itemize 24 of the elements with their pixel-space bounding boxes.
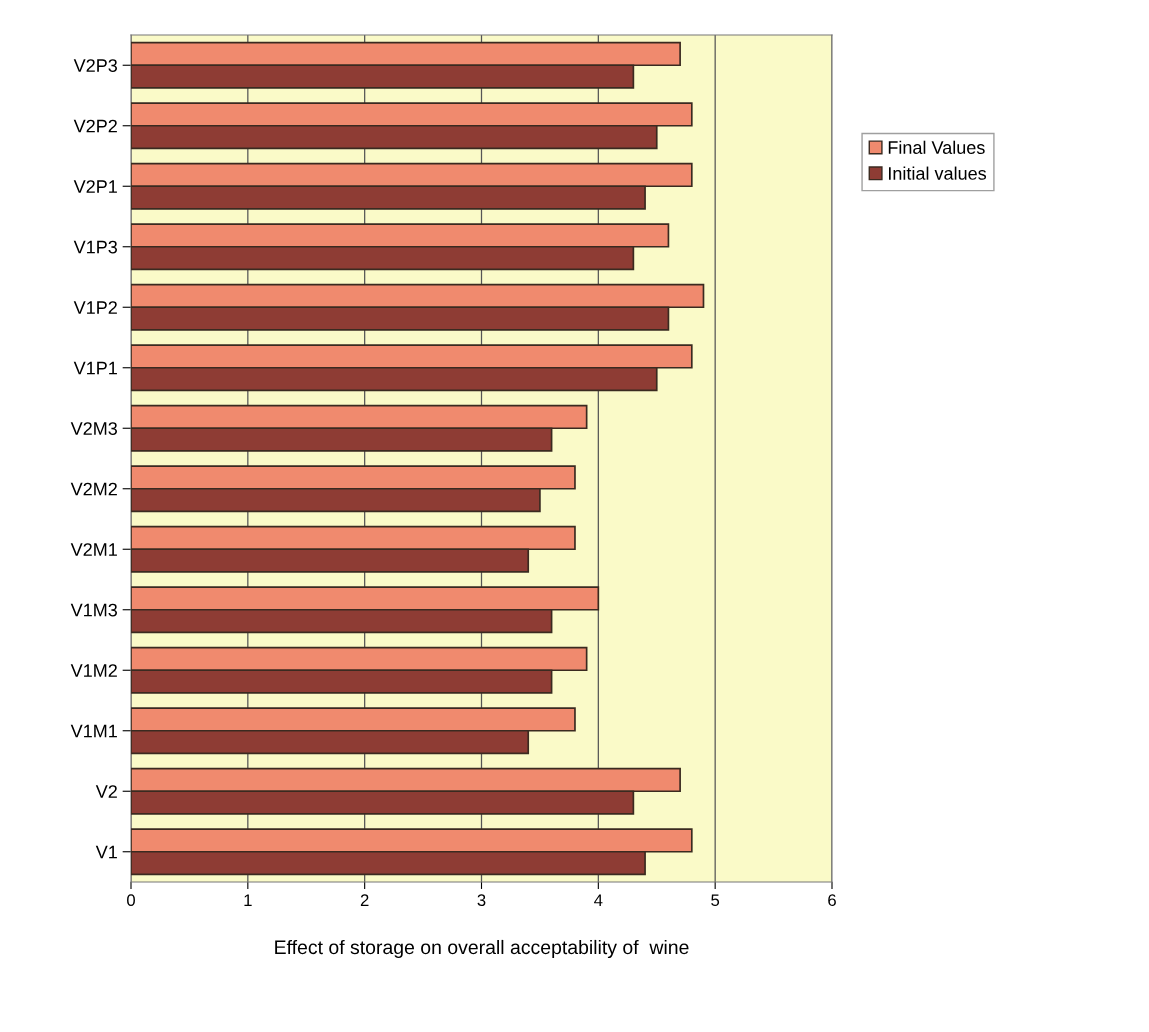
y-tick-label: V1M1 <box>70 724 117 738</box>
y-tick-label: V1 <box>95 845 117 859</box>
y-tick-label: V2M1 <box>70 543 117 556</box>
y-tick-label: V2 <box>95 785 117 798</box>
x-tick-label: 6 <box>828 894 836 907</box>
y-tick-label: V2P1 <box>73 180 117 193</box>
y-tick-label: V2M3 <box>70 422 118 435</box>
y-tick-label: V1P1 <box>73 361 117 375</box>
legend-label: Initial values <box>889 166 987 180</box>
legend-label: Final Values <box>888 140 985 154</box>
y-tick-label: V1M2 <box>70 664 117 677</box>
x-tick-label: 2 <box>360 894 369 906</box>
y-tick-label: V1M3 <box>70 603 118 617</box>
x-tick-label: 0 <box>127 894 135 907</box>
y-tick-label: V1P2 <box>73 301 117 314</box>
x-tick-label: 1 <box>244 894 252 906</box>
x-axis-title: Effect of storage on overall acceptability of wine <box>275 939 689 959</box>
y-tick-label: V2M2 <box>70 482 117 496</box>
y-tick-label: V2P3 <box>73 59 118 72</box>
y-tick-label: V2P2 <box>73 119 117 133</box>
y-tick-label: V1P3 <box>73 240 118 254</box>
x-tick-label: 5 <box>711 894 720 907</box>
x-tick-label: 3 <box>477 894 486 907</box>
x-tick-label: 4 <box>594 894 603 906</box>
